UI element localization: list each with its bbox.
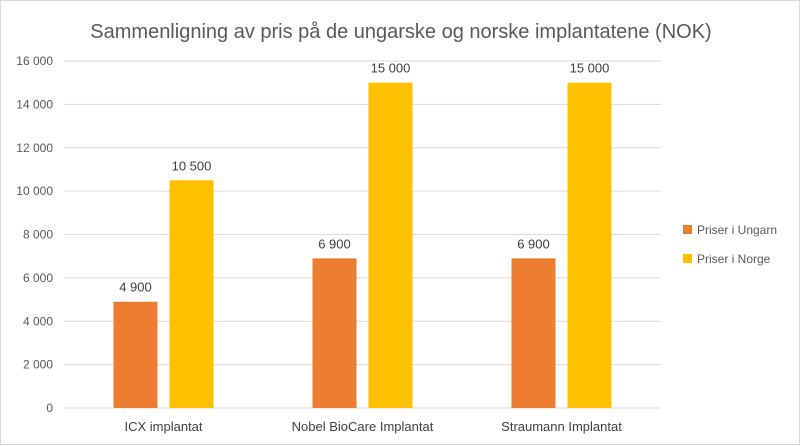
legend-label: Priser i Ungarn (697, 223, 777, 237)
y-tick-label: 6 000 (23, 271, 53, 285)
bar-ungarn (113, 301, 158, 408)
legend: Priser i Ungarn Priser i Norge (683, 223, 777, 266)
bar-ungarn (511, 258, 556, 408)
bar-norge (567, 82, 612, 408)
y-tick-label: 4 000 (23, 314, 53, 328)
bar-norge (368, 82, 413, 408)
y-tick-label: 10 000 (16, 184, 53, 198)
data-label: 6 900 (318, 236, 351, 251)
gridlines (64, 60, 661, 409)
y-axis-tick-labels: 0 2 000 4 000 6 000 8 000 10 000 12 000 14 000 1… (16, 54, 53, 415)
data-label: 15 000 (371, 61, 411, 76)
x-category-label: Nobel BioCare Implantat (292, 419, 434, 434)
data-label: 15 000 (570, 61, 610, 76)
chart-title: Sammenligning av pris på de ungarske og … (90, 21, 711, 43)
y-tick-label: 2 000 (23, 358, 53, 372)
y-tick-label: 14 000 (16, 97, 53, 111)
y-tick-label: 16 000 (16, 54, 53, 68)
y-tick-label: 0 (46, 401, 53, 415)
legend-swatch (683, 225, 692, 234)
data-label: 10 500 (172, 158, 212, 173)
y-tick-label: 8 000 (23, 228, 53, 242)
bars (113, 82, 612, 408)
data-label: 6 900 (517, 236, 550, 251)
x-axis-category-labels: ICX implantat Nobel BioCare Implantat Stra… (124, 419, 622, 434)
bar-norge (169, 180, 214, 408)
x-category-label: ICX implantat (124, 419, 202, 434)
y-tick-label: 12 000 (16, 141, 53, 155)
data-labels: 4 900 10 500 6 900 15 000 6 900 15 000 (119, 61, 609, 295)
data-label: 4 900 (119, 280, 152, 295)
bar-ungarn (312, 258, 357, 408)
legend-swatch (683, 254, 692, 263)
legend-label: Priser i Norge (697, 252, 771, 266)
x-category-label: Straumann Implantat (501, 419, 622, 434)
